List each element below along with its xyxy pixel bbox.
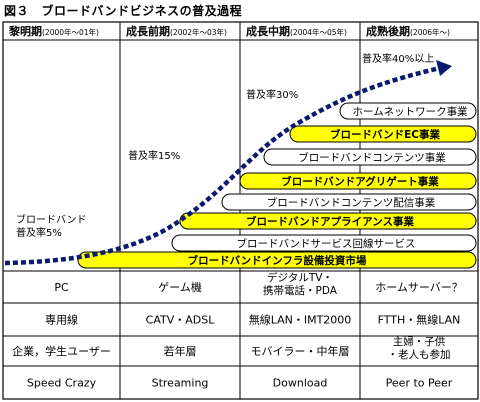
adoption-label: 普及率30% <box>246 88 298 101</box>
adoption-curve <box>4 65 441 266</box>
table-cell: FTTH・無線LAN <box>378 313 461 327</box>
table-cell: Peer to Peer <box>386 377 453 390</box>
table-cell: 専用線 <box>45 313 78 327</box>
phase-period: (2004年〜05年) <box>290 27 347 37</box>
business-bar-label: ブロードバンドコンテンツ配信事業 <box>267 196 436 209</box>
phase-name: 成熟後期 <box>366 24 410 38</box>
business-bar-label: ブロードバンドEC事業 <box>330 128 440 141</box>
phase-period: (2000年〜01年) <box>42 27 99 37</box>
table-cell: 企業，学生ユーザー <box>12 344 111 358</box>
phase-period: (2002年〜03年) <box>170 27 227 37</box>
table-cell-line: ・老人も参加 <box>388 348 451 361</box>
business-bar-label: ブロードバンドインフラ設備投資市場 <box>188 254 367 267</box>
adoption-label: ブロードバンド <box>16 213 87 226</box>
phase-header: 黎明期(2000年〜01年) <box>9 24 99 38</box>
business-bar-label: ブロードバンドアグリゲート事業 <box>281 175 439 188</box>
business-bar <box>239 172 477 190</box>
table-cell-line: デジタルTV・ <box>267 271 333 284</box>
table-cell: Speed Crazy <box>27 377 97 390</box>
curve-arrowhead <box>436 60 452 76</box>
business-bar-label: ブロードバンドサービス回線サービス <box>236 237 415 250</box>
table-cell: ゲーム機 <box>158 280 202 294</box>
table-cell: モバイラー・中年層 <box>251 344 350 358</box>
table-cell: PC <box>54 281 69 294</box>
phase-period: (2006年〜) <box>410 27 450 37</box>
phase-header: 成熟後期(2006年〜) <box>366 24 450 38</box>
business-bar <box>179 212 477 230</box>
business-bar-label: ホームネットワーク事業 <box>352 105 468 118</box>
business-bar-label: ブロードバンドアプライアンス事業 <box>246 215 414 228</box>
phase-name: 黎明期 <box>9 24 42 38</box>
table-cell-line: 携帯電話・PDA <box>263 284 338 297</box>
business-bar <box>221 193 477 211</box>
adoption-label: 普及率5% <box>16 226 62 239</box>
adoption-label: 普及率40%以上 <box>362 52 434 65</box>
figure-title: 図３ ブロードバンドビジネスの普及過程 <box>4 4 243 18</box>
table-cell: 若年層 <box>164 344 197 358</box>
business-bar <box>77 251 477 269</box>
table-cell: CATV・ADSL <box>146 314 216 327</box>
adoption-label: 普及率15% <box>128 149 180 162</box>
phase-name: 成長前期 <box>126 24 170 38</box>
phase-header: 成長前期(2002年〜03年) <box>126 24 227 38</box>
business-bar <box>171 234 477 252</box>
table-cell: Download <box>273 377 328 390</box>
table-cell: 無線LAN・IMT2000 <box>249 313 352 327</box>
phase-header: 成長中期(2004年〜05年) <box>246 24 347 38</box>
business-bar <box>289 125 477 143</box>
table-cell: 主婦・子供・老人も参加 <box>388 335 451 361</box>
table-cell-line: 主婦・子供 <box>393 335 446 348</box>
business-bar-label: ブロードバンドコンテンツ事業 <box>298 151 446 164</box>
table-cell: デジタルTV・携帯電話・PDA <box>263 271 338 297</box>
phase-name: 成長中期 <box>246 24 290 38</box>
business-bar <box>339 102 477 120</box>
business-bar <box>263 148 477 166</box>
table-cell: Streaming <box>152 377 209 390</box>
table-cell: ホームサーバー？ <box>375 281 463 294</box>
